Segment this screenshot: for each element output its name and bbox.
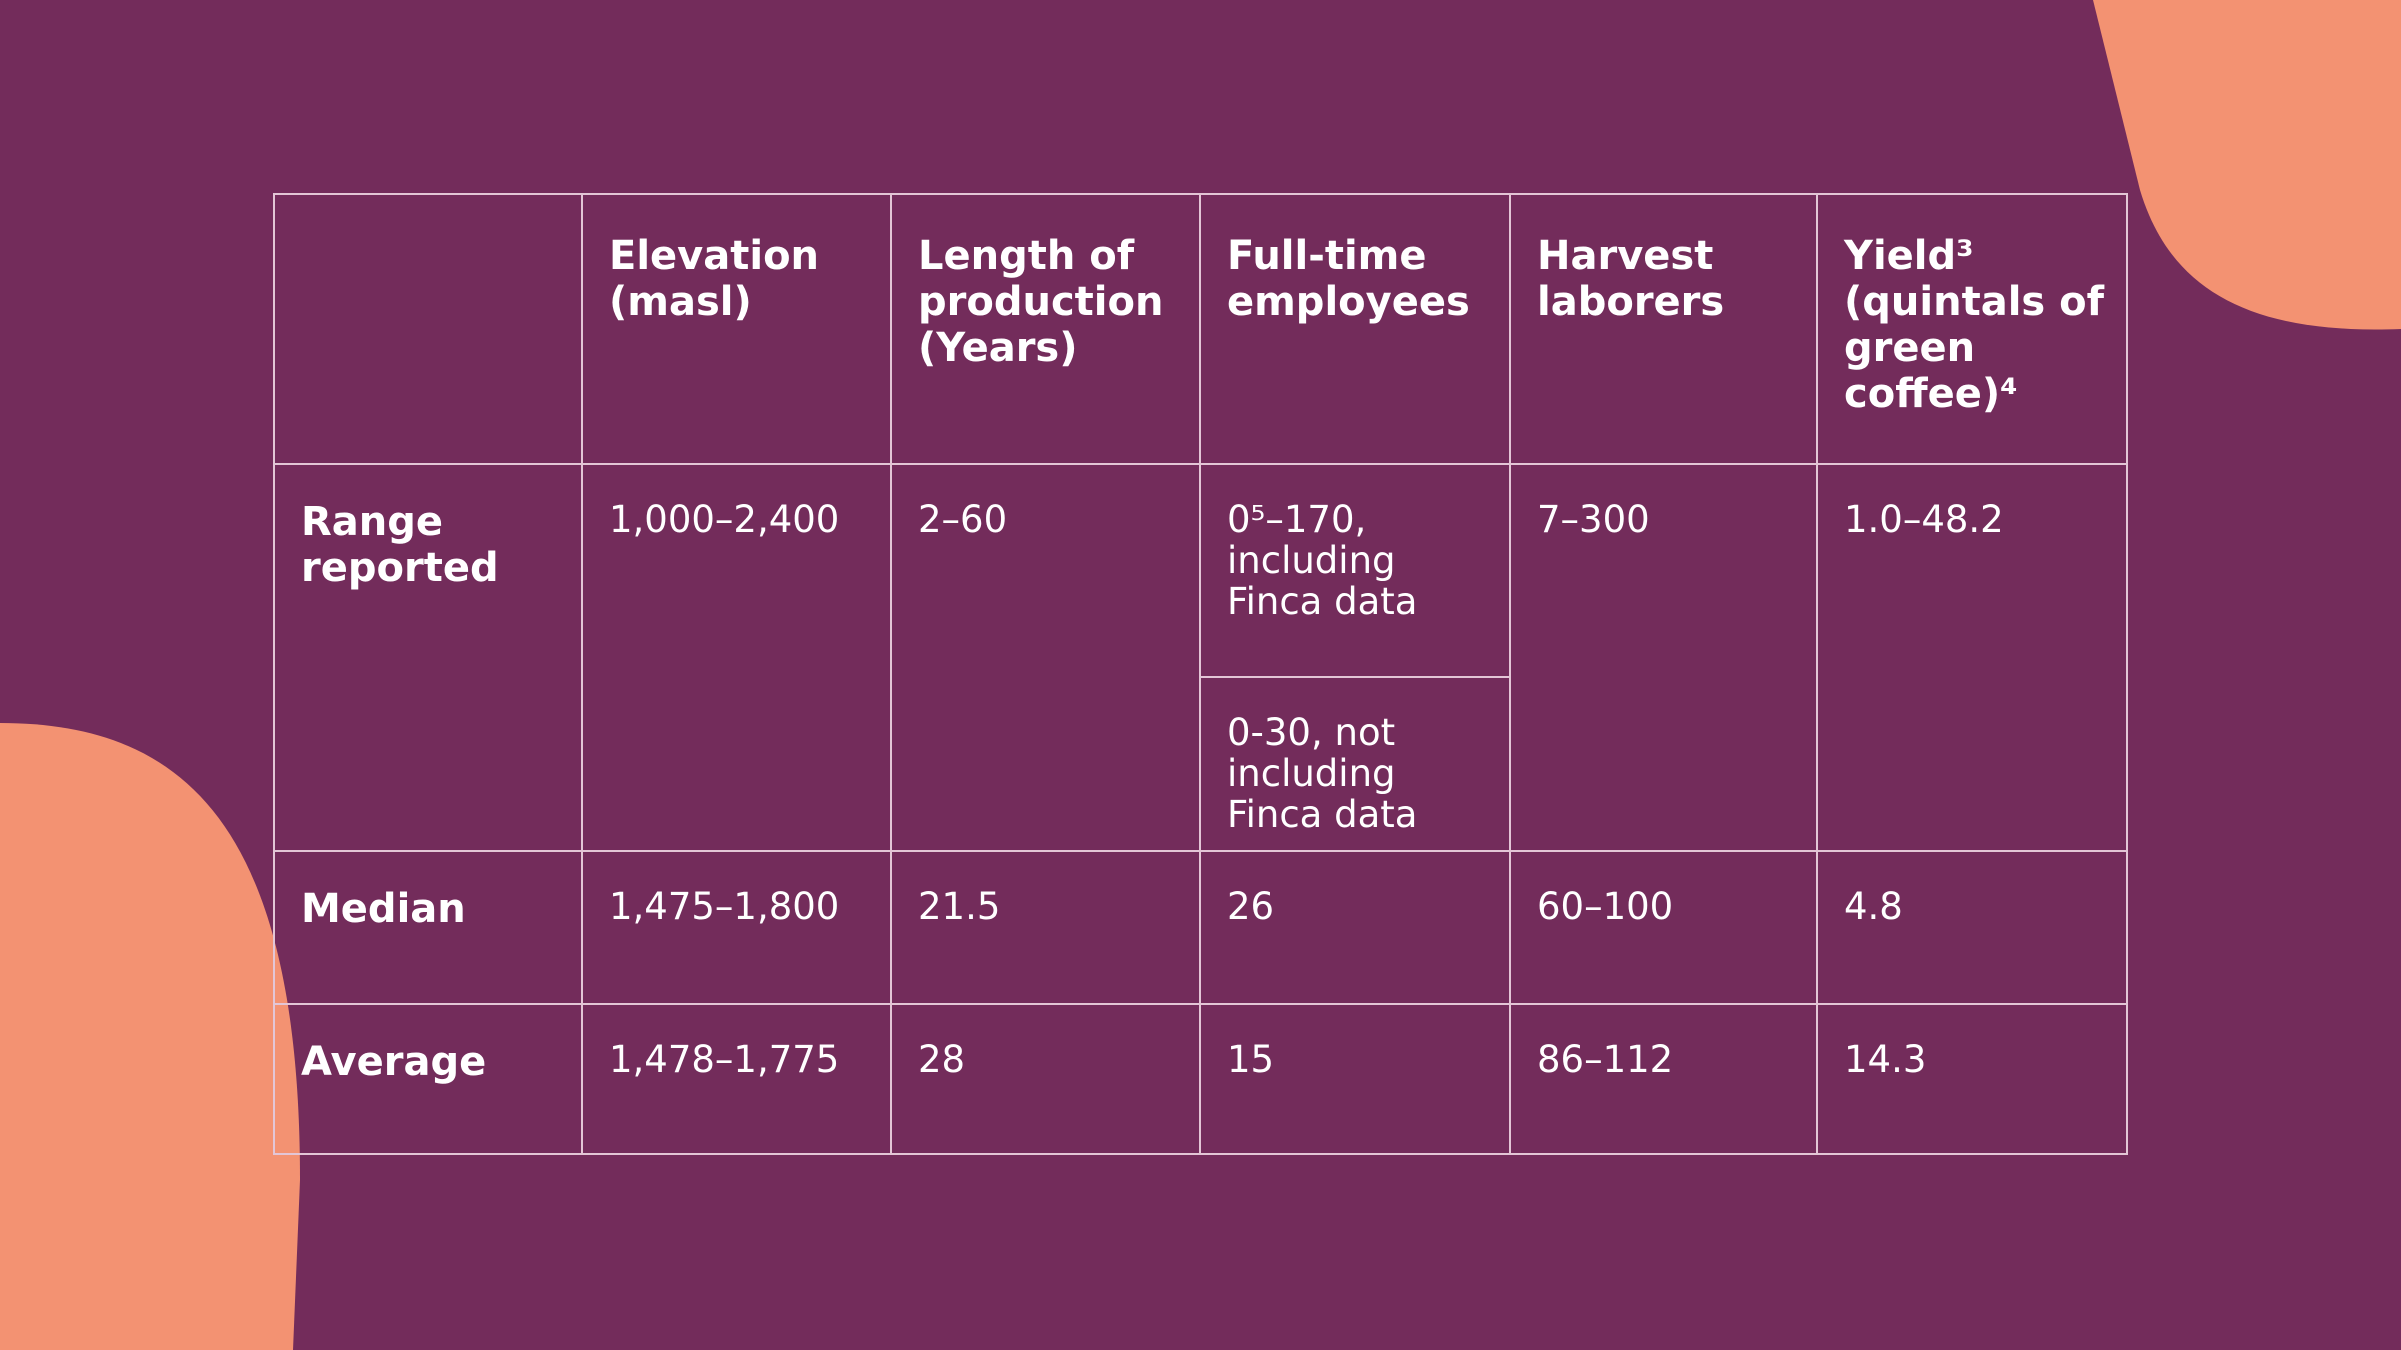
table-cell: 1,475–1,800 bbox=[581, 850, 892, 1005]
table-cell: 21.5 bbox=[890, 850, 1201, 1005]
blob-top-right bbox=[2093, 0, 2401, 330]
sub-cell: 0⁵–170, including Finca data bbox=[1199, 463, 1511, 678]
column-header: Length of production (Years) bbox=[890, 193, 1201, 465]
table-cell: 1,000–2,400 bbox=[581, 463, 892, 852]
row-label: Range reported bbox=[273, 463, 583, 852]
table-cell: 2–60 bbox=[890, 463, 1201, 852]
column-header: Elevation (masl) bbox=[581, 193, 892, 465]
table-cell: 86–112 bbox=[1509, 1003, 1818, 1155]
table-cell: 15 bbox=[1199, 1003, 1511, 1155]
table-cell: 28 bbox=[890, 1003, 1201, 1155]
column-header: Harvest laborers bbox=[1509, 193, 1818, 465]
column-header: Yield³ (quintals of green coffee)⁴ bbox=[1816, 193, 2128, 465]
table-cell: 7–300 bbox=[1509, 463, 1818, 852]
row-label: Median bbox=[273, 850, 583, 1005]
table-cell: 4.8 bbox=[1816, 850, 2128, 1005]
table-cell: 26 bbox=[1199, 850, 1511, 1005]
sub-cell: 0-30, not including Finca data bbox=[1199, 676, 1511, 852]
table-cell: 1,478–1,775 bbox=[581, 1003, 892, 1155]
column-header: Full-time employees bbox=[1199, 193, 1511, 465]
table-cell: 14.3 bbox=[1816, 1003, 2128, 1155]
blob-bottom-left bbox=[0, 723, 300, 1350]
corner-cell bbox=[273, 193, 583, 465]
row-label: Average bbox=[273, 1003, 583, 1155]
table-cell: 60–100 bbox=[1509, 850, 1818, 1005]
table-cell: 1.0–48.2 bbox=[1816, 463, 2128, 852]
